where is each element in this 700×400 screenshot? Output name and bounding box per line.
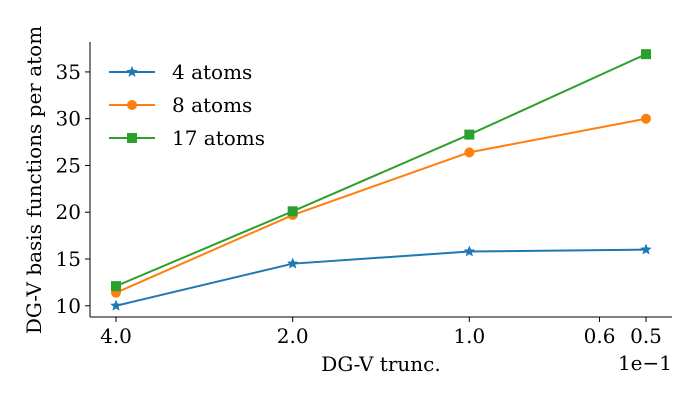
y-tick-label: 30 xyxy=(56,107,81,131)
y-tick-label: 15 xyxy=(56,247,81,271)
x-axis-label: DG-V trunc. xyxy=(321,352,440,376)
legend-label: 8 atoms xyxy=(172,93,252,117)
x-tick-label: 1.0 xyxy=(453,324,485,348)
plot-area xyxy=(110,49,652,311)
x-tick-label: 0.6 xyxy=(584,324,616,348)
series-line xyxy=(115,53,647,288)
series-line xyxy=(115,117,647,294)
data-point xyxy=(286,257,299,269)
y-tick-label: 35 xyxy=(56,60,81,84)
data-point xyxy=(111,281,121,292)
data-point xyxy=(641,113,651,124)
y-tick-label: 20 xyxy=(56,200,81,224)
legend-marker xyxy=(126,65,138,77)
data-point xyxy=(110,299,122,311)
x-tick-label: 4.0 xyxy=(100,324,132,348)
y-tick-label: 10 xyxy=(56,294,81,318)
data-point xyxy=(464,129,475,140)
legend-item: 17 atoms xyxy=(109,126,265,150)
legend: 4 atoms 8 atoms 17 atoms xyxy=(109,60,265,150)
legend-marker xyxy=(127,100,137,110)
series-line xyxy=(115,248,647,307)
data-point xyxy=(463,245,476,257)
axes: 10 15 20 25 30 35 4.0 2.0 1.0 0.6 0.5 xyxy=(56,42,672,348)
data-point xyxy=(287,206,298,217)
data-point xyxy=(640,243,652,255)
y-tick-label: 25 xyxy=(56,153,81,177)
data-point xyxy=(641,49,651,60)
x-axis-offset-text: 1e−1 xyxy=(618,351,672,375)
series-1 xyxy=(110,243,652,311)
data-point xyxy=(464,147,475,158)
series-3 xyxy=(111,49,651,292)
legend-item: 4 atoms xyxy=(109,60,252,84)
legend-item: 8 atoms xyxy=(109,93,252,117)
x-tick-label: 2.0 xyxy=(277,324,309,348)
y-axis-label: DG-V basis functions per atom xyxy=(22,26,46,334)
legend-label: 4 atoms xyxy=(172,60,252,84)
legend-marker xyxy=(127,133,137,143)
x-tick-label: 0.5 xyxy=(630,324,662,348)
legend-label: 17 atoms xyxy=(172,126,265,150)
